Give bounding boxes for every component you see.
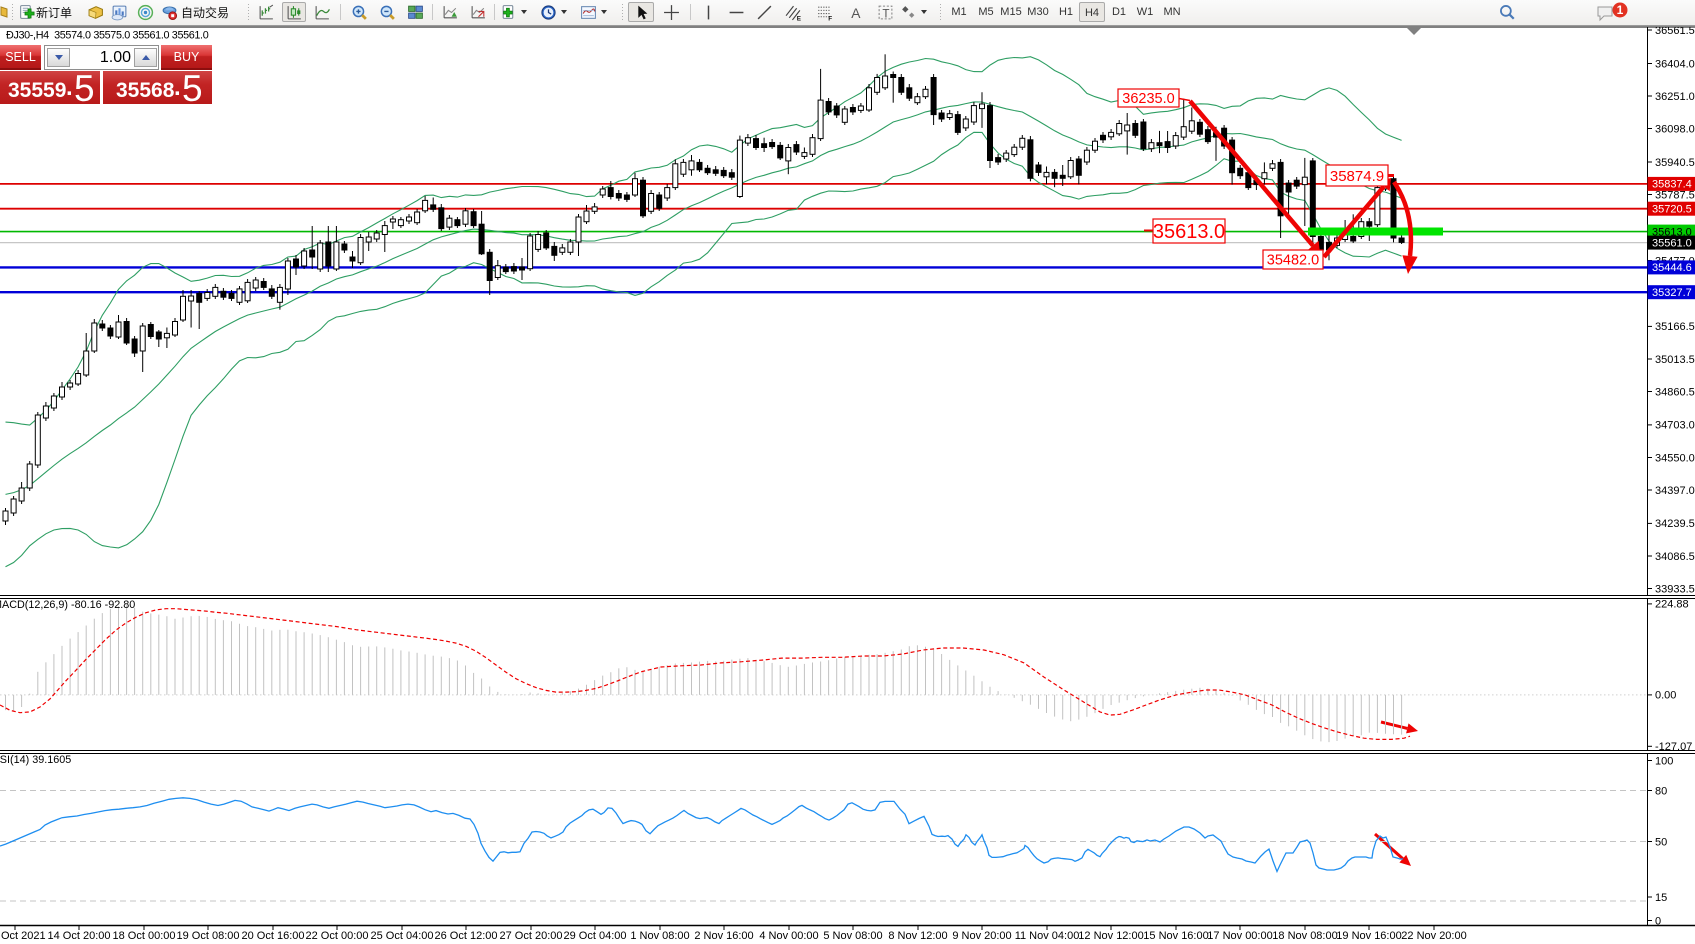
svg-text:15 Nov 16:00: 15 Nov 16:00 <box>1143 930 1208 942</box>
svg-text:35837.4: 35837.4 <box>1652 179 1692 191</box>
svg-text:Oct 2021: Oct 2021 <box>1 930 46 942</box>
svg-text:-127.07: -127.07 <box>1655 741 1692 753</box>
svg-text:11 Nov 04:00: 11 Nov 04:00 <box>1015 930 1080 942</box>
svg-text:25 Oct 04:00: 25 Oct 04:00 <box>371 930 434 942</box>
svg-text:19 Nov 16:00: 19 Nov 16:00 <box>1336 930 1401 942</box>
svg-text:224.88: 224.88 <box>1655 599 1689 611</box>
svg-text:15: 15 <box>1655 892 1667 904</box>
svg-text:35166.5: 35166.5 <box>1655 321 1695 333</box>
svg-text:1: 1 <box>1617 3 1624 17</box>
svg-text:35940.5: 35940.5 <box>1655 157 1695 169</box>
svg-text:100: 100 <box>1655 755 1673 767</box>
svg-text:MACD(12,26,9) -80.16 -92.80: MACD(12,26,9) -80.16 -92.80 <box>0 599 135 611</box>
svg-text:17 Nov 00:00: 17 Nov 00:00 <box>1207 930 1272 942</box>
svg-text:33933.5: 33933.5 <box>1655 583 1695 595</box>
svg-text:22 Nov 20:00: 22 Nov 20:00 <box>1401 930 1466 942</box>
svg-text:35787.5: 35787.5 <box>1655 189 1695 201</box>
svg-text:27 Oct 20:00: 27 Oct 20:00 <box>500 930 563 942</box>
svg-text:50: 50 <box>1655 836 1667 848</box>
svg-text:34086.5: 34086.5 <box>1655 551 1695 563</box>
svg-text:35561.0: 35561.0 <box>1652 237 1692 249</box>
svg-text:36404.0: 36404.0 <box>1655 58 1695 70</box>
svg-text:18 Oct 00:00: 18 Oct 00:00 <box>113 930 176 942</box>
svg-text:ĐJ30-,H4 35574.0 35575.0 3556: ĐJ30-,H4 35574.0 35575.0 35561.0 35561.0 <box>6 30 209 42</box>
svg-text:9 Nov 20:00: 9 Nov 20:00 <box>952 930 1011 942</box>
svg-text:1 Nov 08:00: 1 Nov 08:00 <box>630 930 689 942</box>
svg-text:36561.5: 36561.5 <box>1655 26 1695 37</box>
svg-text:36251.0: 36251.0 <box>1655 91 1695 103</box>
svg-text:36098.0: 36098.0 <box>1655 123 1695 135</box>
svg-text:34860.5: 34860.5 <box>1655 386 1695 398</box>
svg-text:34550.0: 34550.0 <box>1655 452 1695 464</box>
svg-text:18 Nov 08:00: 18 Nov 08:00 <box>1272 930 1337 942</box>
svg-text:34239.5: 34239.5 <box>1655 518 1695 530</box>
svg-text:36235.0: 36235.0 <box>1122 91 1174 107</box>
svg-text:E: E <box>796 15 800 21</box>
svg-text:26 Oct 12:00: 26 Oct 12:00 <box>435 930 498 942</box>
svg-text:35013.5: 35013.5 <box>1655 354 1695 366</box>
svg-text:29 Oct 04:00: 29 Oct 04:00 <box>564 930 627 942</box>
svg-text:35482.0: 35482.0 <box>1267 253 1319 269</box>
svg-text:2 Nov 16:00: 2 Nov 16:00 <box>694 930 753 942</box>
svg-text:35613.0: 35613.0 <box>1652 226 1692 238</box>
svg-text:T: T <box>882 7 889 20</box>
svg-text:35720.5: 35720.5 <box>1652 204 1692 216</box>
svg-text:4 Nov 00:00: 4 Nov 00:00 <box>759 930 818 942</box>
svg-text:RSI(14) 39.1605: RSI(14) 39.1605 <box>0 754 71 766</box>
svg-text:19 Oct 08:00: 19 Oct 08:00 <box>177 930 240 942</box>
svg-text:5 Nov 08:00: 5 Nov 08:00 <box>823 930 882 942</box>
svg-text:14 Oct 20:00: 14 Oct 20:00 <box>48 930 111 942</box>
svg-text:0: 0 <box>1655 915 1661 927</box>
svg-text:20 Oct 16:00: 20 Oct 16:00 <box>242 930 305 942</box>
svg-text:22 Oct 00:00: 22 Oct 00:00 <box>306 930 369 942</box>
svg-text:35874.9: 35874.9 <box>1330 168 1384 185</box>
svg-text:8 Nov 12:00: 8 Nov 12:00 <box>888 930 947 942</box>
svg-text:A: A <box>851 4 861 20</box>
svg-text:35613.0: 35613.0 <box>1153 221 1225 243</box>
svg-text:34703.0: 34703.0 <box>1655 420 1695 432</box>
svg-text:12 Nov 12:00: 12 Nov 12:00 <box>1078 930 1143 942</box>
svg-text:F: F <box>828 15 832 21</box>
svg-text:80: 80 <box>1655 785 1667 797</box>
svg-text:0.00: 0.00 <box>1655 690 1676 702</box>
svg-text:34397.0: 34397.0 <box>1655 485 1695 497</box>
svg-text:35444.6: 35444.6 <box>1652 262 1692 274</box>
svg-text:35327.7: 35327.7 <box>1652 287 1692 299</box>
